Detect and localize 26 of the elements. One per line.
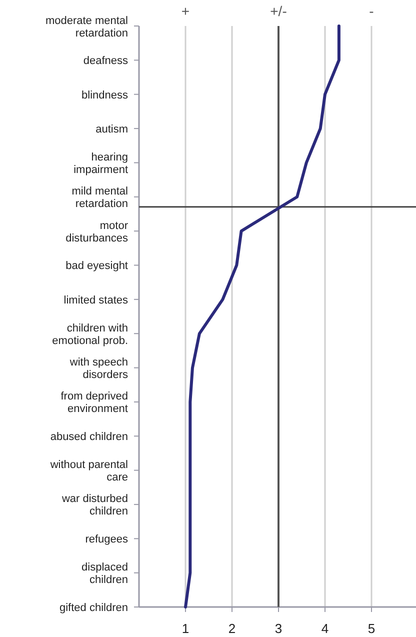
y-tick-label: blindness — [82, 89, 128, 102]
y-tick-label: motor disturbances — [66, 220, 128, 244]
y-tick-label: bad eyesight — [66, 260, 128, 272]
x-tick-label: 1 — [182, 621, 190, 636]
text: +/- — [270, 3, 288, 19]
y-tick-label: from deprived environment — [60, 390, 128, 416]
x-tick-label: 4 — [321, 621, 329, 636]
y-tick-label: mild mental retardation — [72, 186, 128, 210]
x-tick-label: 2 — [228, 621, 236, 636]
y-tick-label: moderate mental retardation — [45, 14, 128, 40]
y-tick-label: autism — [96, 124, 128, 136]
text: - — [369, 3, 374, 19]
y-tick-label: abused children — [50, 431, 128, 444]
y-tick-label: children with emotional prob. — [52, 322, 128, 347]
y-tick-label: hearing impairment — [74, 151, 128, 176]
y-tick-label: with speech disorders — [68, 356, 128, 382]
y-tick-label: war disturbed children — [60, 493, 128, 518]
y-tick-label: refugees — [85, 534, 128, 546]
x-tick-label: 5 — [368, 621, 376, 636]
y-tick-label: limited states — [64, 294, 128, 306]
y-tick-label: deafness — [83, 55, 128, 68]
y-tick-label: displaced children — [82, 562, 128, 586]
y-tick-label: without parental care — [49, 459, 128, 484]
x-tick-label: 3 — [274, 621, 282, 636]
y-tick-label: gifted children — [60, 602, 128, 614]
text: + — [181, 3, 190, 19]
